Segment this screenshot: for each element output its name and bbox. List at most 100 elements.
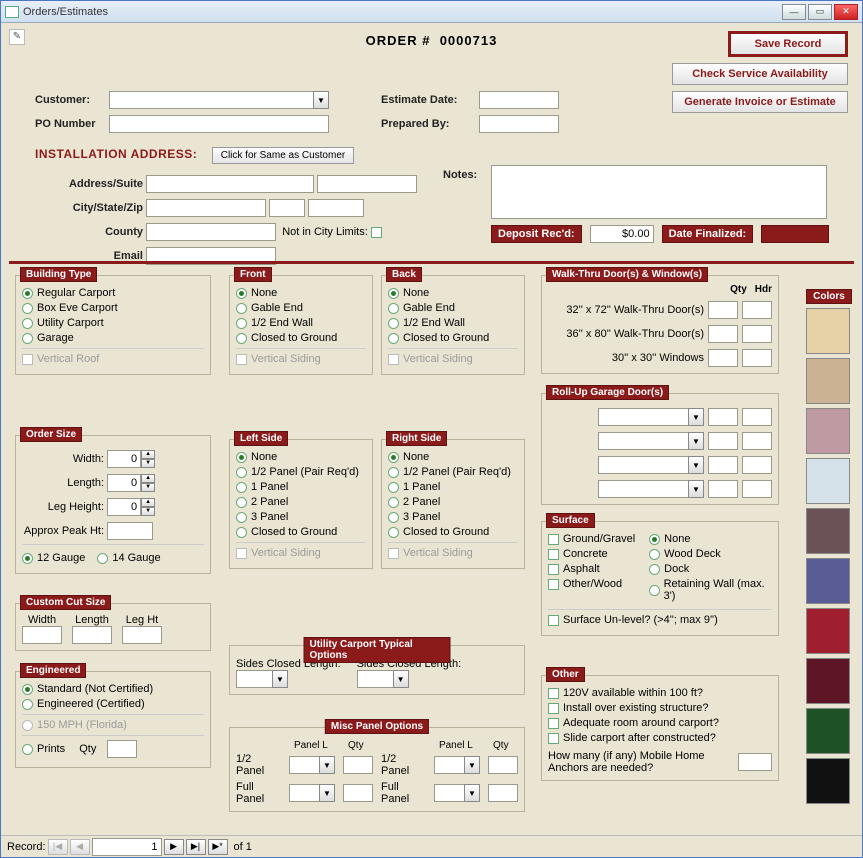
not-city-check[interactable]: [371, 227, 382, 238]
same-as-customer-button[interactable]: Click for Same as Customer: [212, 147, 354, 164]
customer-input[interactable]: [109, 91, 313, 109]
color-swatch-1[interactable]: [806, 358, 850, 404]
rollup-q-0[interactable]: [708, 408, 738, 426]
surf-asphalt[interactable]: Asphalt: [548, 563, 635, 575]
surf-ret[interactable]: Retaining Wall (max. 3'): [649, 578, 772, 602]
surf-wood[interactable]: Wood Deck: [649, 548, 772, 560]
scl-left[interactable]: ▼: [236, 670, 288, 688]
misc-half-l1[interactable]: ▼: [289, 756, 335, 774]
color-swatch-7[interactable]: [806, 658, 850, 704]
surf-concrete[interactable]: Concrete: [548, 548, 635, 560]
ccs-width-input[interactable]: [22, 626, 62, 644]
misc-full-l1[interactable]: ▼: [289, 784, 335, 802]
surf-unlevel[interactable]: Surface Un-level? (>4''; max 9''): [548, 614, 772, 626]
color-swatch-0[interactable]: [806, 308, 850, 354]
right-1p[interactable]: 1 Panel: [388, 481, 518, 493]
front-none[interactable]: None: [236, 287, 366, 299]
zip-input[interactable]: [308, 199, 364, 217]
record-pos-input[interactable]: [92, 838, 162, 856]
maximize-button[interactable]: ▭: [808, 4, 832, 20]
front-gable[interactable]: Gable End: [236, 302, 366, 314]
back-half[interactable]: 1/2 End Wall: [388, 317, 518, 329]
estimate-date-input[interactable]: [479, 91, 559, 109]
rollup-dd-1[interactable]: ▼: [598, 432, 704, 450]
legheight-spinner[interactable]: ▲▼: [107, 498, 155, 516]
state-input[interactable]: [269, 199, 305, 217]
deposit-input[interactable]: [590, 225, 654, 243]
prepared-by-input[interactable]: [479, 115, 559, 133]
surf-dock[interactable]: Dock: [649, 563, 772, 575]
other-120v[interactable]: 120V available within 100 ft?: [548, 687, 772, 699]
color-swatch-4[interactable]: [806, 508, 850, 554]
address-input[interactable]: [146, 175, 314, 193]
misc-half-q1[interactable]: [343, 756, 373, 774]
po-input[interactable]: [109, 115, 329, 133]
misc-half-l2[interactable]: ▼: [434, 756, 480, 774]
county-input[interactable]: [146, 223, 276, 241]
right-halfp[interactable]: 1/2 Panel (Pair Req'd): [388, 466, 518, 478]
anchors-input[interactable]: [738, 753, 772, 771]
misc-full-q1[interactable]: [343, 784, 373, 802]
left-closed[interactable]: Closed to Ground: [236, 526, 366, 538]
save-record-button[interactable]: Save Record: [728, 31, 848, 57]
left-none[interactable]: None: [236, 451, 366, 463]
city-input[interactable]: [146, 199, 266, 217]
color-swatch-6[interactable]: [806, 608, 850, 654]
other-room[interactable]: Adequate room around carport?: [548, 717, 772, 729]
misc-full-l2[interactable]: ▼: [434, 784, 480, 802]
surf-ground[interactable]: Ground/Gravel: [548, 533, 635, 545]
other-install[interactable]: Install over existing structure?: [548, 702, 772, 714]
d1-hdr[interactable]: [742, 301, 772, 319]
right-closed[interactable]: Closed to Ground: [388, 526, 518, 538]
left-1p[interactable]: 1 Panel: [236, 481, 366, 493]
rollup-h-1[interactable]: [742, 432, 772, 450]
nav-last[interactable]: ▶|: [186, 839, 206, 855]
generate-invoice-button[interactable]: Generate Invoice or Estimate: [672, 91, 848, 113]
radio-standard[interactable]: Standard (Not Certified): [22, 683, 204, 695]
radio-14gauge[interactable]: 14 Gauge: [97, 552, 160, 564]
close-button[interactable]: ✕: [834, 4, 858, 20]
right-2p[interactable]: 2 Panel: [388, 496, 518, 508]
left-2p[interactable]: 2 Panel: [236, 496, 366, 508]
radio-prints[interactable]: Prints Qty: [22, 740, 204, 758]
back-closed[interactable]: Closed to Ground: [388, 332, 518, 344]
rollup-dd-2[interactable]: ▼: [598, 456, 704, 474]
surf-none[interactable]: None: [649, 533, 772, 545]
nav-first[interactable]: |◀: [48, 839, 68, 855]
length-spinner[interactable]: ▲▼: [107, 474, 155, 492]
color-swatch-9[interactable]: [806, 758, 850, 804]
rollup-q-3[interactable]: [708, 480, 738, 498]
minimize-button[interactable]: —: [782, 4, 806, 20]
nav-new[interactable]: ▶*: [208, 839, 228, 855]
rollup-h-0[interactable]: [742, 408, 772, 426]
misc-full-q2[interactable]: [488, 784, 518, 802]
rollup-q-1[interactable]: [708, 432, 738, 450]
right-none[interactable]: None: [388, 451, 518, 463]
radio-garage[interactable]: Garage: [22, 332, 204, 344]
date-finalized-input[interactable]: [761, 225, 829, 243]
peak-input[interactable]: [107, 522, 153, 540]
color-swatch-2[interactable]: [806, 408, 850, 454]
radio-12gauge[interactable]: 12 Gauge: [22, 552, 85, 564]
front-half[interactable]: 1/2 End Wall: [236, 317, 366, 329]
d1-qty[interactable]: [708, 301, 738, 319]
ccs-length-input[interactable]: [72, 626, 112, 644]
color-swatch-3[interactable]: [806, 458, 850, 504]
notes-input[interactable]: [491, 165, 827, 219]
suite-input[interactable]: [317, 175, 417, 193]
scl-right[interactable]: ▼: [357, 670, 409, 688]
other-slide[interactable]: Slide carport after constructed?: [548, 732, 772, 744]
d2-hdr[interactable]: [742, 325, 772, 343]
misc-half-q2[interactable]: [488, 756, 518, 774]
front-closed[interactable]: Closed to Ground: [236, 332, 366, 344]
d3-qty[interactable]: [708, 349, 738, 367]
left-halfp[interactable]: 1/2 Panel (Pair Req'd): [236, 466, 366, 478]
left-3p[interactable]: 3 Panel: [236, 511, 366, 523]
rollup-dd-0[interactable]: ▼: [598, 408, 704, 426]
radio-utility-carport[interactable]: Utility Carport: [22, 317, 204, 329]
d2-qty[interactable]: [708, 325, 738, 343]
ccs-leght-input[interactable]: [122, 626, 162, 644]
nav-next[interactable]: ▶: [164, 839, 184, 855]
color-swatch-8[interactable]: [806, 708, 850, 754]
nav-prev[interactable]: ◀: [70, 839, 90, 855]
